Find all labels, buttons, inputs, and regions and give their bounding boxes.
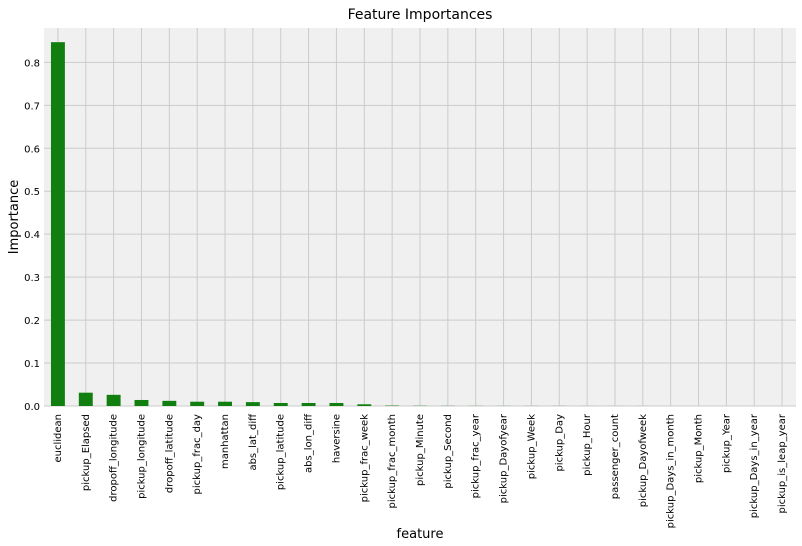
bar-pickup-frac-day (190, 401, 205, 406)
y-tick-label: 0.8 (24, 58, 40, 69)
x-tick-label: pickup_is_leap_year (777, 413, 788, 513)
x-tick-label: pickup_Days_in_month (666, 414, 677, 528)
x-tick-label: pickup_frac_month (387, 414, 398, 509)
x-axis-label: feature (397, 527, 444, 542)
x-tick-label: abs_lat_diff (248, 413, 259, 471)
bar-abs-lat-diff (245, 402, 260, 406)
y-tick-label: 0.4 (24, 230, 40, 241)
chart-title: Feature Importances (348, 7, 493, 23)
y-tick-labels: 0.0 0.1 0.2 0.3 0.4 0.5 0.6 0.7 0.8 (24, 58, 40, 413)
y-tick-label: 0.3 (24, 273, 40, 284)
bars (50, 42, 650, 407)
x-tick-label: dropoff_longitude (109, 414, 120, 502)
y-tick-label: 0.5 (24, 187, 40, 198)
x-tick-label: pickup_Week (526, 414, 537, 479)
x-tick-label: manhattan (220, 414, 231, 469)
x-tick-label: pickup_Year (721, 413, 732, 473)
x-tick-label: pickup_frac_year (471, 413, 482, 498)
x-tick-label: passenger_count (610, 414, 621, 499)
x-tick-label: pickup_Hour (582, 413, 593, 476)
bar-pickup-longitude (134, 399, 149, 406)
x-tick-label: pickup_Dayofweek (638, 414, 649, 507)
y-tick-label: 0.2 (24, 316, 40, 327)
x-tick-label: euclidean (53, 414, 64, 463)
x-tick-label: pickup_Days_in_year (749, 413, 760, 518)
x-tick-label: pickup_Month (694, 414, 705, 483)
y-tick-label: 0.1 (24, 359, 40, 370)
x-tick-label: pickup_frac_week (359, 414, 370, 503)
bar-pickup-frac-week (357, 404, 372, 406)
x-tick-label: pickup_Day (554, 414, 565, 472)
y-tick-label: 0.0 (24, 402, 40, 413)
x-tick-label: pickup_Elapsed (81, 414, 92, 491)
x-tick-label: pickup_frac_day (192, 414, 203, 495)
bar-abs-lon-diff (301, 402, 316, 406)
x-tick-label: dropoff_latitude (164, 414, 175, 493)
y-tick-label: 0.7 (24, 101, 40, 112)
x-tick-label: pickup_longitude (136, 414, 147, 499)
x-tick-label: abs_lon_diff (304, 413, 315, 473)
bar-dropoff-latitude (162, 400, 177, 406)
bar-euclidean (50, 42, 65, 407)
bar-manhattan (218, 401, 232, 406)
y-axis-label: Importance (7, 180, 22, 255)
y-tick-label: 0.6 (24, 144, 40, 155)
bar-haversine (329, 402, 344, 406)
x-tick-label: pickup_latitude (276, 414, 287, 490)
x-tick-label: pickup_Second (443, 414, 454, 489)
x-tick-labels: euclidean pickup_Elapsed dropoff_longitude… (53, 413, 788, 528)
bar-pickup-elapsed (78, 392, 93, 406)
x-tick-label: pickup_Dayofyear (499, 413, 510, 503)
bar-dropoff-longitude (106, 394, 121, 406)
bar-pickup-latitude (273, 402, 288, 406)
x-tick-label: haversine (331, 414, 342, 463)
x-tick-label: pickup_Minute (415, 414, 426, 486)
